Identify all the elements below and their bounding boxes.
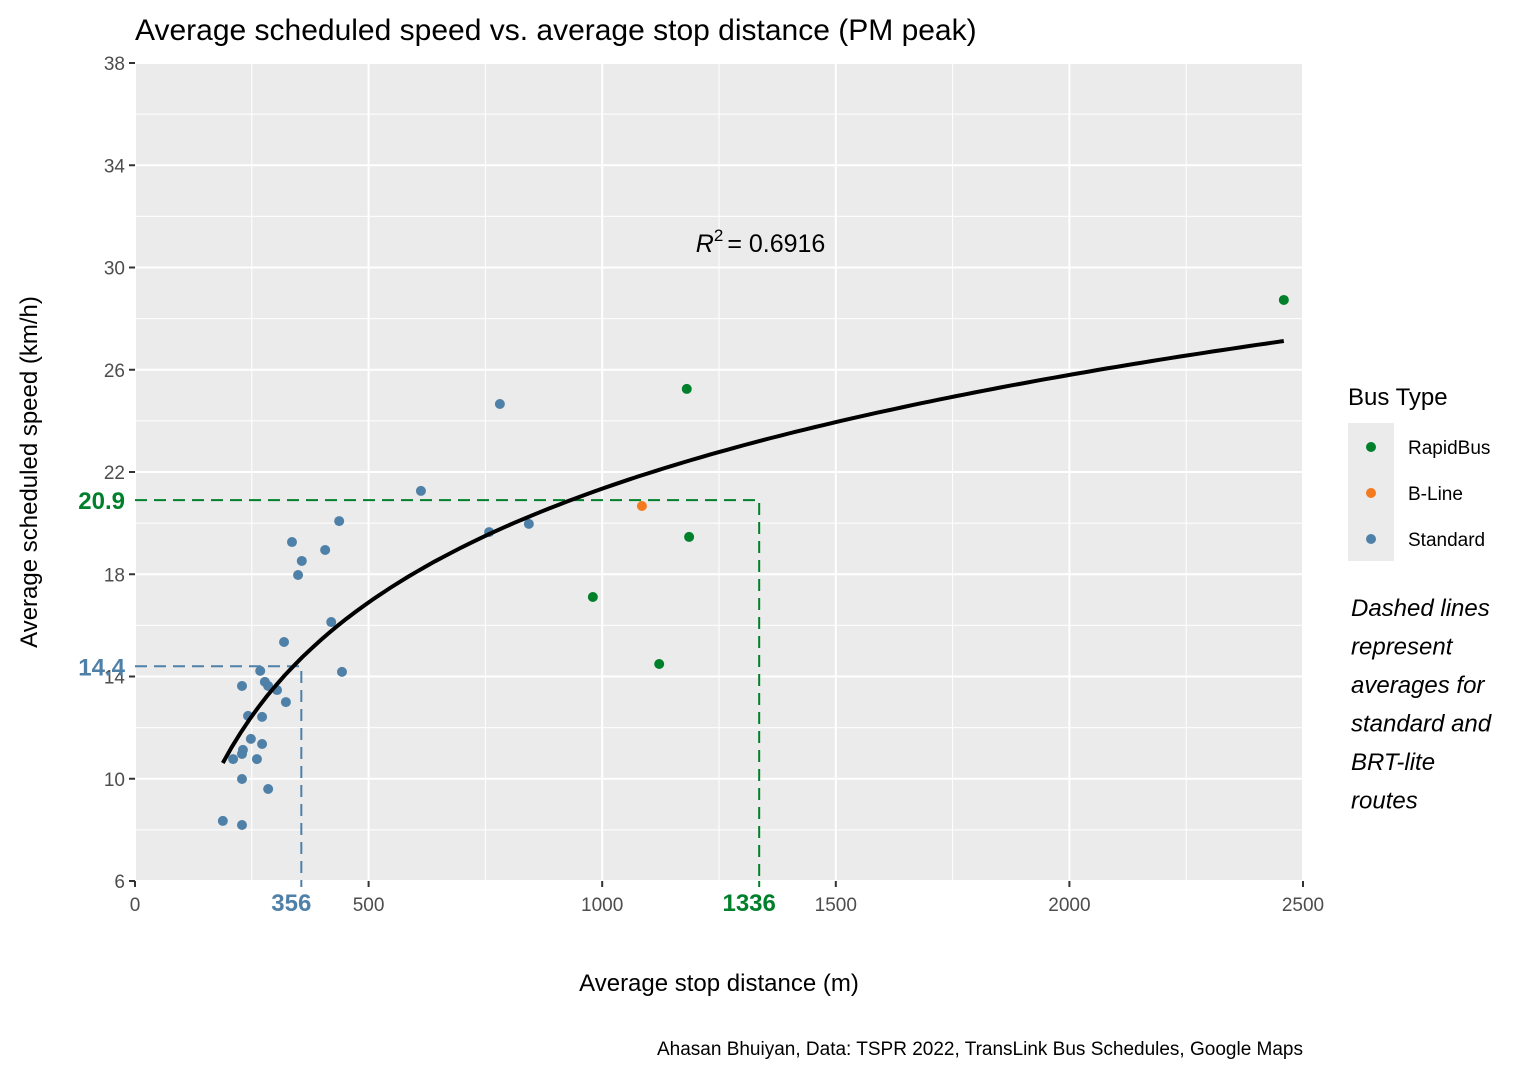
legend-key-rapidbus (1366, 442, 1376, 452)
point-standard (259, 676, 270, 687)
data-points (217, 294, 1289, 831)
y-tick-label: 18 (104, 565, 125, 586)
point-rapidbus (587, 592, 598, 603)
point-standard (257, 711, 268, 722)
point-standard (245, 733, 256, 744)
point-standard (237, 744, 248, 755)
legend: Bus Type RapidBus B-Line Standard (1348, 384, 1490, 561)
y-tick-label: 6 (114, 872, 125, 893)
point-standard (320, 544, 331, 555)
point-b-line (636, 500, 647, 511)
note-line: averages for (1351, 672, 1485, 699)
reference-labels: 356 14.4 1336 20.9 (78, 488, 776, 917)
y-tick-label: 38 (104, 54, 125, 75)
point-standard (494, 399, 505, 410)
y-tick-label: 14 (104, 668, 126, 689)
reference-line-standard (135, 665, 303, 881)
x-tick-label: 1000 (581, 895, 623, 916)
point-rapidbus (681, 383, 692, 394)
r2-value: = 0.6916 (727, 230, 825, 258)
reference-y-label: 14.4 (78, 654, 125, 681)
point-standard (336, 666, 347, 677)
r-squared-annotation: R2 = 0.6916 (696, 226, 826, 258)
note-line: standard and (1351, 711, 1492, 738)
point-standard (255, 665, 266, 676)
legend-label-b-line: B-Line (1408, 484, 1463, 505)
r2-symbol: R (696, 230, 714, 258)
y-axis-title: Average scheduled speed (km/h) (16, 296, 43, 648)
fit-curve (221, 339, 1285, 764)
legend-key-b-line (1366, 488, 1376, 498)
point-standard (251, 754, 262, 765)
x-tick-label: 500 (353, 895, 385, 916)
point-standard (236, 774, 247, 785)
note-line: routes (1351, 788, 1418, 815)
r2-exponent: 2 (714, 226, 723, 245)
y-axis: 6 10 14 18 22 26 30 34 38 (104, 54, 135, 893)
x-tick-label: 2500 (1282, 895, 1324, 916)
chart-title: Average scheduled speed vs. average stop… (135, 14, 977, 47)
point-standard (293, 570, 304, 581)
point-standard (286, 537, 297, 548)
point-standard (334, 516, 345, 527)
reference-lines (135, 499, 761, 881)
reference-x-label: 1336 (722, 890, 775, 917)
caption: Ahasan Bhuiyan, Data: TSPR 2022, TransLi… (657, 1039, 1303, 1060)
point-rapidbus (654, 658, 665, 669)
x-tick-label: 0 (130, 895, 141, 916)
reference-x-label: 356 (271, 890, 311, 917)
point-standard (415, 485, 426, 496)
legend-label-rapidbus: RapidBus (1408, 438, 1490, 459)
reference-line-rapidbus (135, 499, 761, 881)
point-standard (296, 555, 307, 566)
point-standard (257, 738, 268, 749)
point-standard (236, 820, 247, 831)
side-note: Dashed lines represent averages for standar… (1351, 595, 1492, 815)
point-standard (236, 680, 247, 691)
point-rapidbus (684, 531, 695, 542)
y-tick-label: 30 (104, 259, 125, 280)
point-standard (326, 617, 337, 628)
point-standard (523, 518, 534, 529)
y-tick-label: 26 (104, 361, 125, 382)
note-line: BRT-lite (1351, 749, 1435, 776)
x-tick-label: 1500 (815, 895, 857, 916)
legend-key-standard (1366, 534, 1376, 544)
legend-title: Bus Type (1348, 384, 1448, 411)
point-standard (280, 697, 291, 708)
point-standard (279, 636, 290, 647)
x-axis: 0 500 1000 1500 2000 2500 (130, 881, 1324, 916)
point-standard (263, 783, 274, 794)
legend-label-standard: Standard (1408, 530, 1485, 551)
note-line: represent (1351, 634, 1454, 661)
point-standard (228, 754, 239, 765)
note-line: Dashed lines (1351, 595, 1490, 622)
y-tick-label: 34 (104, 156, 126, 177)
y-tick-label: 10 (104, 770, 125, 791)
y-tick-label: 22 (104, 463, 125, 484)
point-rapidbus (1278, 294, 1289, 305)
x-tick-label: 2000 (1048, 895, 1090, 916)
x-axis-title: Average stop distance (m) (579, 970, 859, 997)
point-standard (217, 815, 228, 826)
reference-y-label: 20.9 (78, 488, 125, 515)
